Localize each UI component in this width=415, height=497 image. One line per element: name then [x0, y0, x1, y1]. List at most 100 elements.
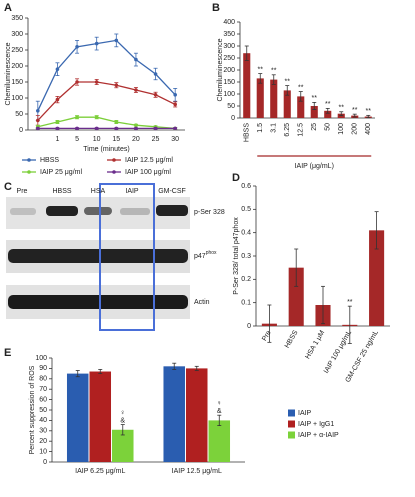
band — [156, 205, 188, 216]
point — [153, 72, 158, 76]
point — [94, 41, 99, 46]
y-tick-label: 400 — [223, 19, 235, 26]
x-tick-label: 30 — [171, 136, 179, 143]
lane-label: IAIP — [125, 188, 139, 195]
y-tick-label: 250 — [11, 47, 23, 54]
bar — [89, 371, 112, 462]
y-tick-label: 100 — [35, 355, 47, 362]
band — [120, 208, 150, 215]
bar — [208, 420, 231, 462]
x-tick-label: 12.5 — [298, 123, 305, 137]
y-tick-label: 20 — [39, 438, 47, 445]
point — [114, 120, 119, 124]
x-tick-label: 50 — [325, 123, 332, 131]
legend-swatch — [112, 170, 116, 174]
band — [8, 249, 188, 263]
lane-label: Pre — [17, 188, 28, 195]
highlight-box — [99, 183, 155, 331]
y-tick-label: 0.3 — [241, 253, 251, 260]
point — [36, 109, 40, 113]
y-tick-label: 350 — [223, 31, 235, 38]
error-bar — [244, 45, 249, 61]
error-bar — [347, 305, 352, 344]
error-bar — [294, 248, 299, 287]
error-bar — [352, 113, 357, 118]
y-tick-label: 50 — [39, 407, 47, 414]
point — [94, 126, 99, 131]
x-tick-label: 100 — [338, 123, 345, 135]
point — [94, 115, 99, 119]
panel-label: A — [4, 2, 12, 14]
annotation: & — [120, 417, 125, 424]
row-label: p-Ser 328 — [194, 209, 225, 216]
point — [173, 93, 177, 97]
x-tick-label: IAIP 12.5 μg/mL — [172, 468, 222, 475]
error-bar — [271, 74, 276, 85]
annotation: ** — [298, 84, 304, 91]
y-tick-label: 50 — [15, 111, 23, 118]
error-bar — [258, 73, 263, 84]
error-bar — [325, 108, 330, 114]
y-tick-label: 200 — [223, 67, 235, 74]
x-tick-label: 3.1 — [271, 123, 278, 133]
error-bar — [98, 369, 103, 375]
point — [114, 83, 119, 87]
x-tick-label: 5 — [75, 136, 79, 143]
bar — [243, 53, 251, 119]
y-tick-label: 100 — [223, 91, 235, 98]
error-bar — [374, 211, 379, 250]
x-tick-label: HSA 1 μM — [304, 329, 326, 360]
y-tick-label: 30 — [39, 428, 47, 435]
annotation: ** — [312, 95, 318, 102]
legend-label: IAIP 25 μg/ml — [40, 169, 82, 176]
y-tick-label: 60 — [39, 396, 47, 403]
y-tick-label: 100 — [11, 95, 23, 102]
bar — [283, 90, 291, 118]
x-tick-label: 1 — [55, 136, 59, 143]
point — [173, 126, 177, 131]
annotation: ** — [258, 66, 264, 73]
bar — [324, 110, 332, 118]
bar — [310, 106, 318, 118]
error-bar — [312, 102, 317, 110]
error-bar — [172, 362, 177, 370]
error-bar — [75, 370, 80, 378]
error-bar — [285, 85, 290, 96]
error-bar — [339, 111, 344, 116]
point — [153, 93, 158, 97]
point — [36, 126, 40, 131]
bar — [112, 429, 134, 462]
bar — [185, 368, 208, 462]
point — [173, 102, 177, 107]
western-blot: C Pre HBSS HSA IAIP GM-CSF p-Ser 328 p47… — [4, 181, 225, 331]
x-tick-label: 15 — [112, 136, 120, 143]
bar — [288, 267, 304, 326]
y-tick-label: 350 — [11, 15, 23, 22]
x-tick-label: 25 — [152, 136, 160, 143]
x-tick-label: IAIP 100 μg/mL — [323, 329, 353, 374]
annotation: ** — [285, 78, 291, 85]
legend-label: IAIP + IgG1 — [298, 421, 334, 428]
y-tick-label: 0.5 — [241, 206, 251, 213]
x-tick-label: 200 — [352, 123, 359, 135]
y-tick-label: 70 — [39, 386, 47, 393]
y-tick-label: 150 — [223, 79, 235, 86]
y-axis-label: Chemiluminescence — [217, 38, 224, 101]
x-tick-label: 400 — [365, 123, 372, 135]
bar — [369, 230, 385, 326]
legend-swatch — [27, 158, 31, 162]
y-tick-label: 0.6 — [241, 183, 251, 190]
x-tick-label: 6.25 — [284, 123, 291, 137]
annotation: ** — [352, 107, 358, 114]
band — [8, 295, 188, 309]
y-axis-label: P-Ser 328/ total p47phox — [233, 217, 240, 295]
y-tick-label: 0 — [247, 323, 251, 330]
band — [84, 207, 112, 215]
point — [55, 120, 60, 124]
annotation: ♀ — [217, 400, 222, 407]
x-tick-label: HBSS — [244, 123, 251, 142]
annotation: ** — [339, 105, 345, 112]
x-tick-label: 10 — [93, 136, 101, 143]
bar — [297, 96, 305, 118]
